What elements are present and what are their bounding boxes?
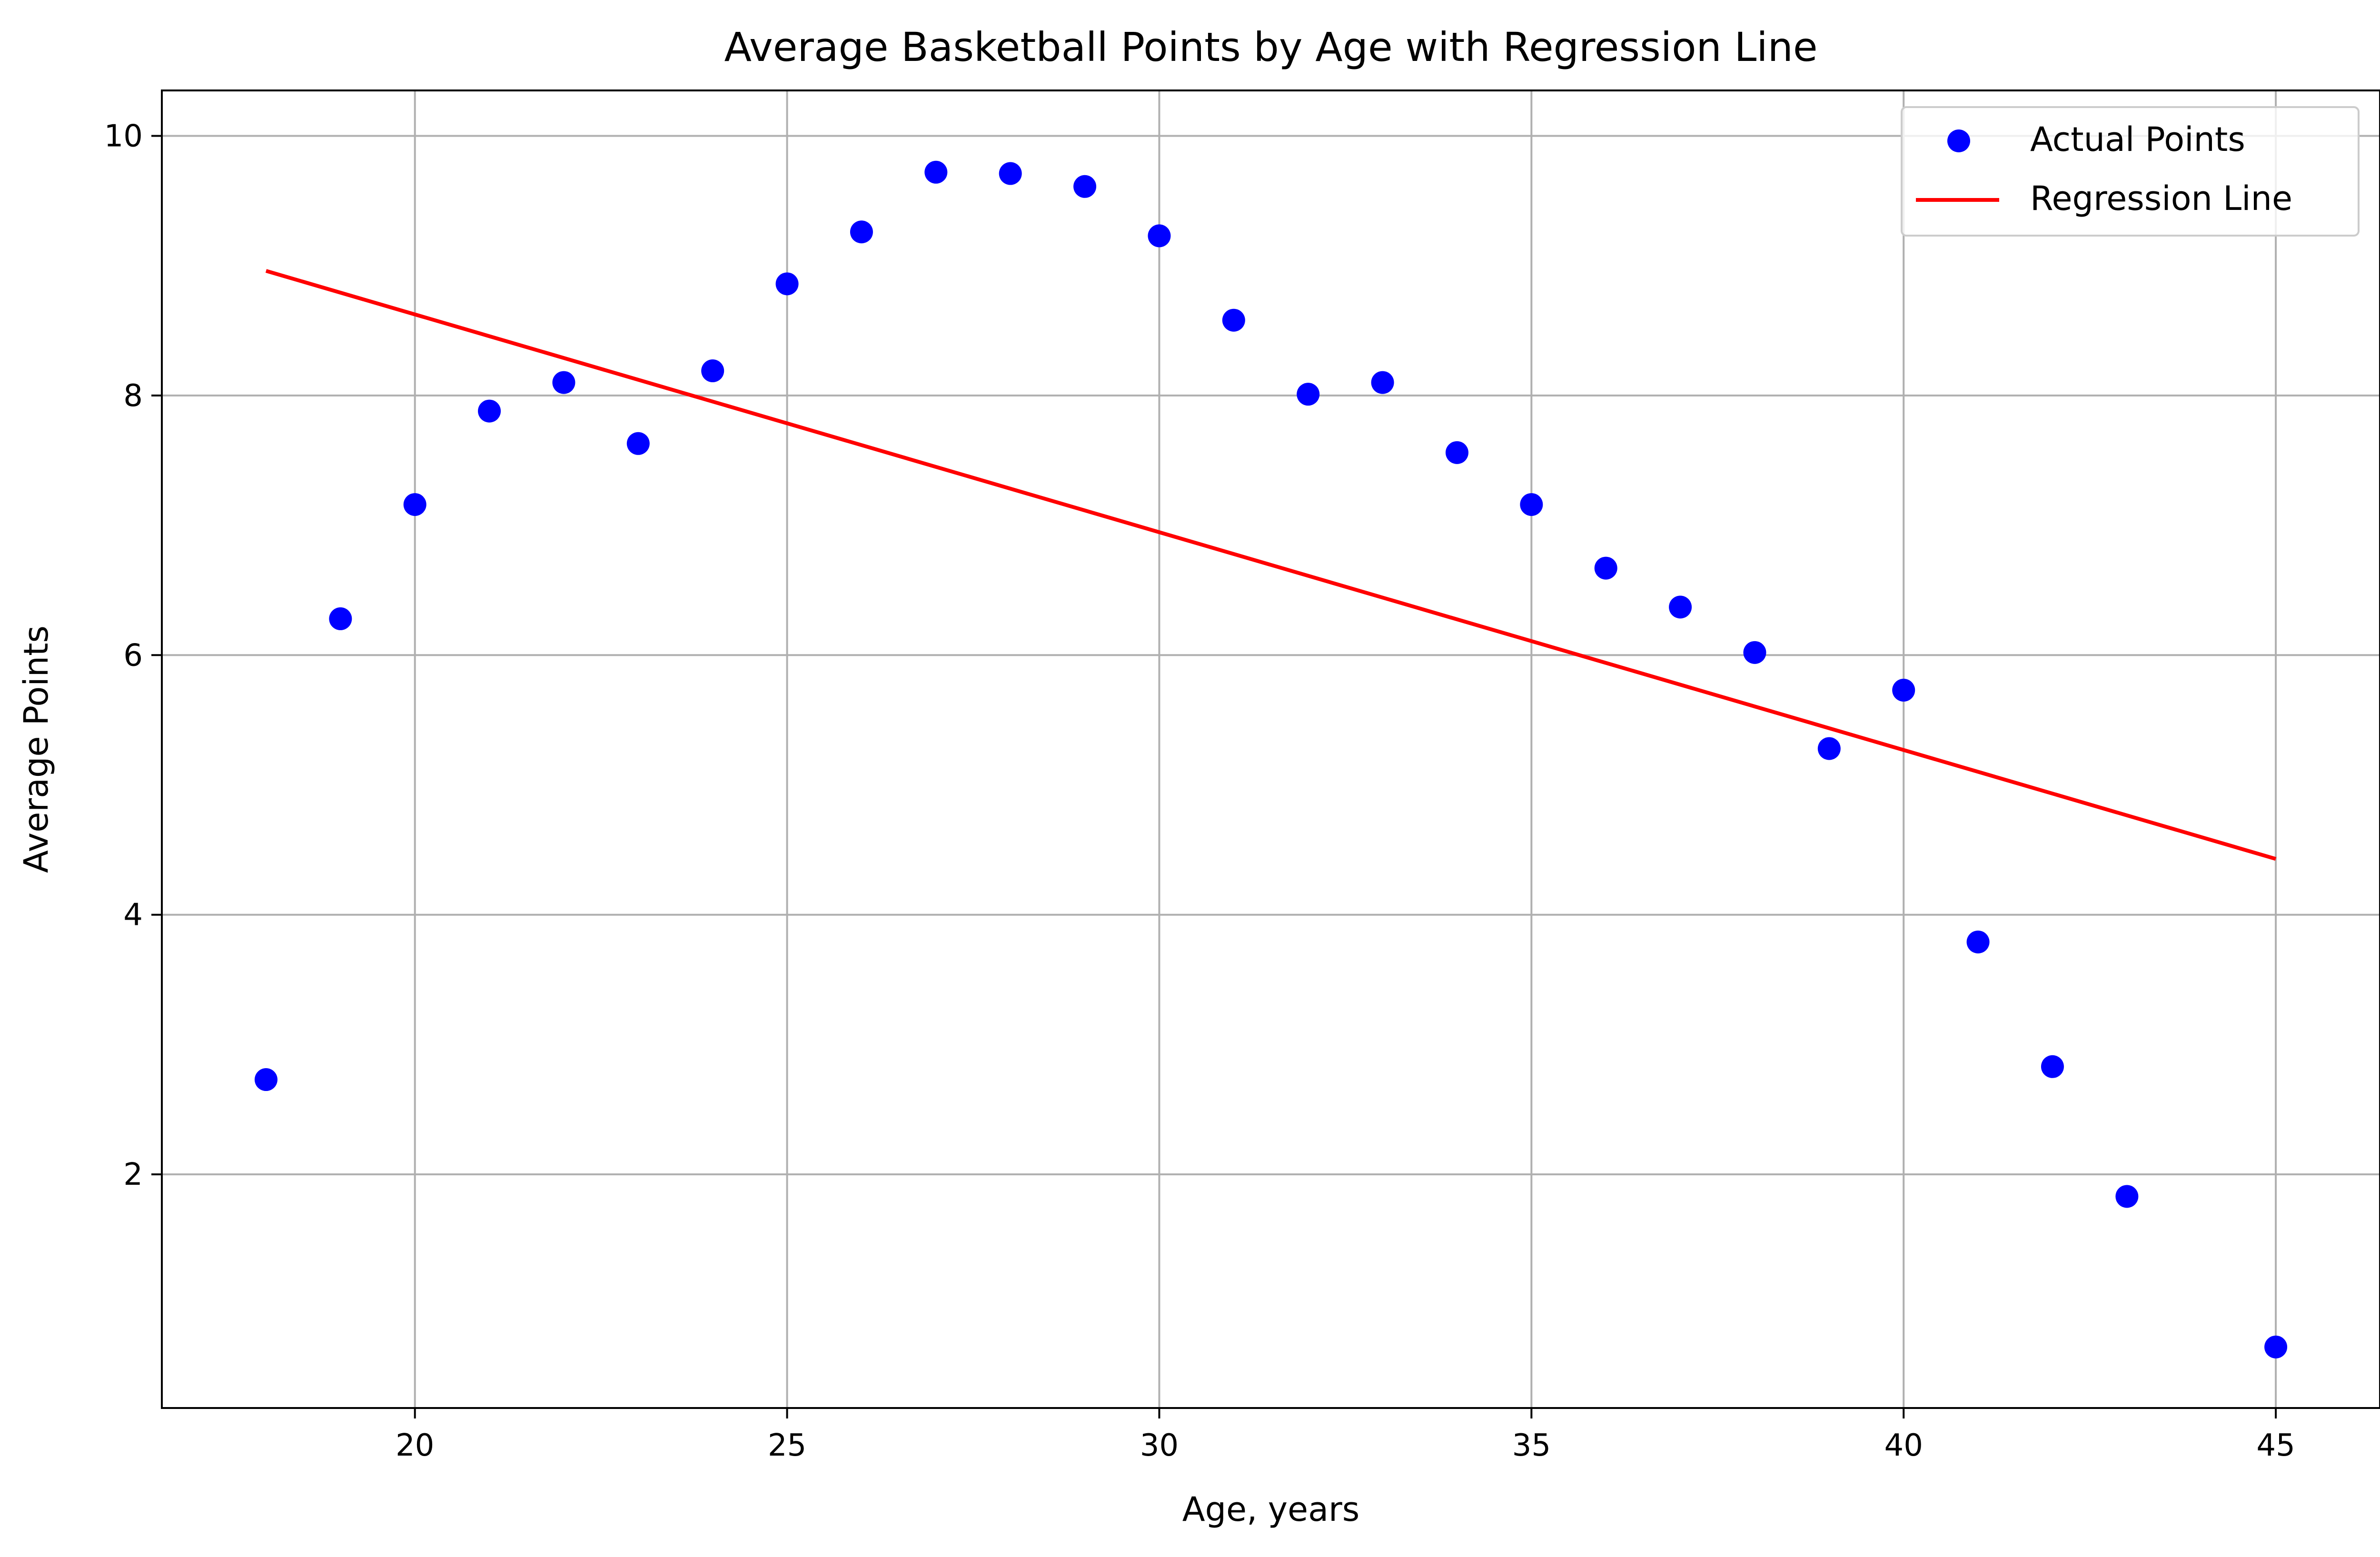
data-point [2115,1185,2139,1208]
y-tick-label: 2 [123,1157,143,1192]
data-point [403,493,426,516]
data-point [1817,737,1841,760]
data-point [478,399,501,423]
data-point [775,272,799,296]
data-point [329,607,352,630]
legend-marker-actual-points [1947,129,1970,152]
x-tick-label: 45 [2256,1428,2295,1463]
plot-frame [161,89,2380,1409]
data-point [254,1068,278,1091]
x-tick-label: 40 [1884,1428,1923,1463]
legend: Actual Points Regression Line [1901,106,2360,237]
chart-title: Average Basketball Points by Age with Re… [724,24,1818,70]
y-tick-label: 6 [123,638,143,673]
points-layer [254,160,2288,1359]
x-tick-label: 35 [1512,1428,1551,1463]
data-point [2264,1335,2288,1359]
data-point [552,371,575,394]
data-point [1743,641,1766,664]
data-point [999,162,1022,185]
x-axis-label: Age, years [1182,1490,1360,1529]
data-point [1222,308,1245,332]
regression-line [265,269,2277,861]
data-point [1073,175,1097,198]
data-point [924,160,948,184]
data-point [1520,493,1543,516]
y-tick-label: 8 [123,378,143,414]
legend-label-regression-line: Regression Line [2030,179,2292,218]
data-point [1445,441,1468,464]
legend-box [1901,106,2360,237]
data-point [1892,678,1915,702]
data-point [1371,371,1394,394]
data-point [626,432,650,455]
y-tick-label: 10 [104,119,143,154]
data-point [1297,383,1320,406]
data-point [1148,224,1171,248]
data-point [701,359,724,383]
data-point [1669,595,1692,619]
x-tick-label: 30 [1140,1428,1179,1463]
x-tick-label: 25 [768,1428,806,1463]
ticks: 20 25 30 35 40 45 2 4 6 8 10 [104,119,2295,1463]
data-point [2041,1055,2064,1078]
data-point [1594,556,1617,580]
legend-label-actual-points: Actual Points [2030,120,2245,159]
regression-layer [265,269,2277,861]
data-point [1966,930,1990,953]
x-tick-label: 20 [396,1428,434,1463]
y-tick-label: 4 [123,898,143,933]
data-point [850,220,873,244]
y-axis-label: Average Points [17,625,56,873]
